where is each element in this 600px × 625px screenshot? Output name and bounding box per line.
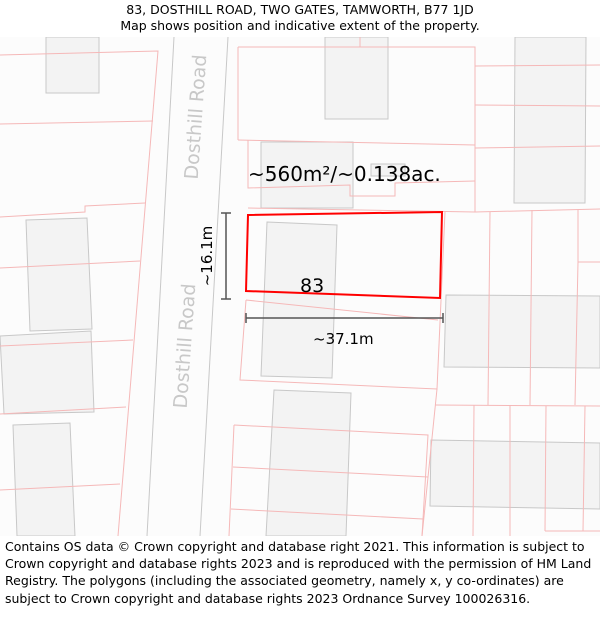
measurement-lines [221, 212, 444, 323]
property-address: 83, DOSTHILL ROAD, TWO GATES, TAMWORTH, … [126, 2, 474, 17]
map-subtitle: Map shows position and indicative extent… [120, 18, 480, 33]
property-boundary[interactable] [244, 210, 444, 300]
buildings [0, 37, 600, 536]
map-header: 83, DOSTHILL ROAD, TWO GATES, TAMWORTH, … [0, 0, 600, 37]
map-canvas [0, 37, 600, 536]
copyright-notice: Contains OS data © Crown copyright and d… [5, 539, 592, 606]
width-measure-label: ~37.1m [313, 330, 374, 348]
property-map[interactable]: Dosthill Road Dosthill Road ~560m²/~0.13… [0, 37, 600, 536]
parcel-boundaries [0, 37, 600, 536]
height-measure-label: ~16.1m [198, 225, 216, 287]
plot-number-label: 83 [300, 275, 325, 297]
road-edges [146, 37, 229, 536]
area-label: ~560m²/~0.138ac. [248, 162, 441, 186]
